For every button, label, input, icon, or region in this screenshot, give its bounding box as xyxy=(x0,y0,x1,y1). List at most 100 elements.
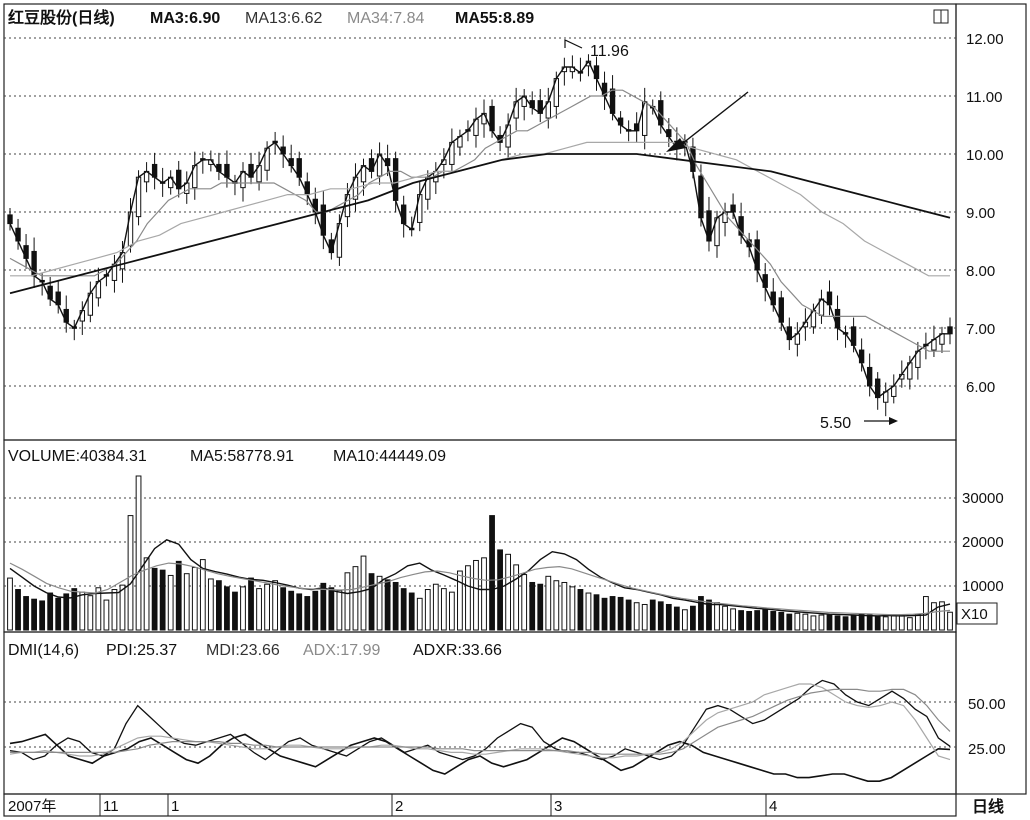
volume-bar xyxy=(762,609,769,631)
panel-toggle-icon[interactable] xyxy=(933,9,949,24)
high-price-label: 11.96 xyxy=(590,43,629,60)
volume-bar xyxy=(866,614,873,631)
volume-bar xyxy=(31,598,37,631)
volume-bar xyxy=(167,574,174,631)
volume-bar xyxy=(601,597,608,631)
volume-bar xyxy=(191,567,198,631)
volume-bar xyxy=(71,588,78,631)
pdi-label: PDI:25.37 xyxy=(106,642,177,659)
volume-bar xyxy=(545,575,552,631)
volume-bar xyxy=(79,591,86,631)
volume-bar xyxy=(906,617,913,631)
volume-tick-20000: 20000 xyxy=(962,534,1004,551)
dmi-tick-50: 50.00 xyxy=(968,696,1006,713)
stock-title: 红豆股份(日线) xyxy=(8,8,115,27)
volume-bar xyxy=(931,602,937,631)
volume-bar xyxy=(513,564,520,631)
volume-bar xyxy=(416,597,423,631)
volume-bar xyxy=(159,569,166,631)
volume-bar xyxy=(368,573,375,631)
volume-bar xyxy=(135,475,142,631)
volume-gridlines xyxy=(4,497,956,587)
mdi-label: MDI:23.66 xyxy=(206,642,280,659)
adxr-label: ADXR:33.66 xyxy=(413,642,502,659)
volume-bar xyxy=(473,559,479,631)
volume-bar xyxy=(770,611,777,631)
volume-bar xyxy=(609,596,616,631)
ma13-line xyxy=(9,89,950,352)
volume-bar xyxy=(392,581,399,631)
volume-bar xyxy=(489,515,495,631)
volume-bar xyxy=(424,589,431,631)
volume-bar xyxy=(264,583,270,631)
right-axis-frame xyxy=(955,3,1027,795)
volume-bar xyxy=(448,591,455,631)
volume-bar xyxy=(312,590,319,631)
volume-bar xyxy=(778,611,785,631)
volume-ma-lines xyxy=(9,539,951,617)
volume-bar xyxy=(673,606,680,631)
volume-bar xyxy=(7,577,13,631)
ma55-line xyxy=(9,153,951,295)
volume-bar xyxy=(215,580,222,631)
mdi-line xyxy=(9,733,951,783)
price-tick-8: 8.00 xyxy=(966,263,995,280)
period-button[interactable]: 日线 xyxy=(972,797,1004,816)
volume-bar xyxy=(786,613,793,631)
volume-bar xyxy=(376,575,383,631)
volume-bar xyxy=(47,592,54,631)
volume-bar xyxy=(681,609,688,631)
volume-bar xyxy=(207,578,214,631)
price-tick-11: 11.00 xyxy=(966,89,1002,106)
volume-bar xyxy=(232,591,238,631)
ma3-label: MA3:6.90 xyxy=(150,10,220,27)
volume-tick-30000: 30000 xyxy=(962,490,1004,507)
date-label-2: 2 xyxy=(395,798,403,815)
volume-label: VOLUME:40384.31 xyxy=(8,448,147,465)
dmi-lines xyxy=(9,679,951,783)
volume-bar xyxy=(328,587,335,631)
volume-bar xyxy=(939,601,945,631)
volume-bar xyxy=(529,581,536,631)
volume-bar xyxy=(143,557,150,631)
volume-bar xyxy=(119,584,126,631)
date-label-4: 4 xyxy=(769,798,777,815)
date-label-2007: 2007年 xyxy=(8,798,56,815)
volume-bar xyxy=(240,586,246,631)
pdi-line xyxy=(9,679,951,761)
volume-bar xyxy=(183,573,190,631)
volume-bar xyxy=(432,583,439,631)
date-axis-ticks xyxy=(99,794,767,816)
volume-bar xyxy=(521,574,528,631)
moving-average-lines xyxy=(9,59,951,399)
volume-bar xyxy=(754,610,761,631)
volume-bar xyxy=(657,601,664,631)
volume-unit-label: X10 xyxy=(961,606,988,623)
volume-bar xyxy=(352,566,359,631)
volume-bar xyxy=(103,599,110,631)
price-tick-9: 9.00 xyxy=(966,205,995,222)
volume-bar xyxy=(746,611,753,631)
volume-bar xyxy=(465,565,471,631)
volume-bar xyxy=(698,596,704,631)
volume-bar xyxy=(272,580,279,631)
volume-bar xyxy=(256,588,262,631)
ma34-label: MA34:7.84 xyxy=(347,10,424,27)
volume-bar xyxy=(569,586,576,631)
volume-bar xyxy=(890,615,897,631)
volume-bar xyxy=(23,596,29,631)
volume-bar xyxy=(360,555,367,631)
volume-bar xyxy=(802,613,809,631)
price-tick-10: 10.00 xyxy=(966,147,1004,164)
volume-bar xyxy=(690,605,696,631)
volume-bar xyxy=(826,614,833,631)
low-marker-arrow-head xyxy=(889,417,898,425)
adx-label: ADX:17.99 xyxy=(303,642,380,659)
volume-bar xyxy=(151,567,158,631)
trend-arrow xyxy=(677,91,749,148)
volume-bars xyxy=(7,475,953,631)
volume-bar xyxy=(248,577,254,631)
volume-ma5-label: MA5:58778.91 xyxy=(190,448,294,465)
volume-bar xyxy=(794,612,801,631)
volume-bar xyxy=(384,579,391,631)
